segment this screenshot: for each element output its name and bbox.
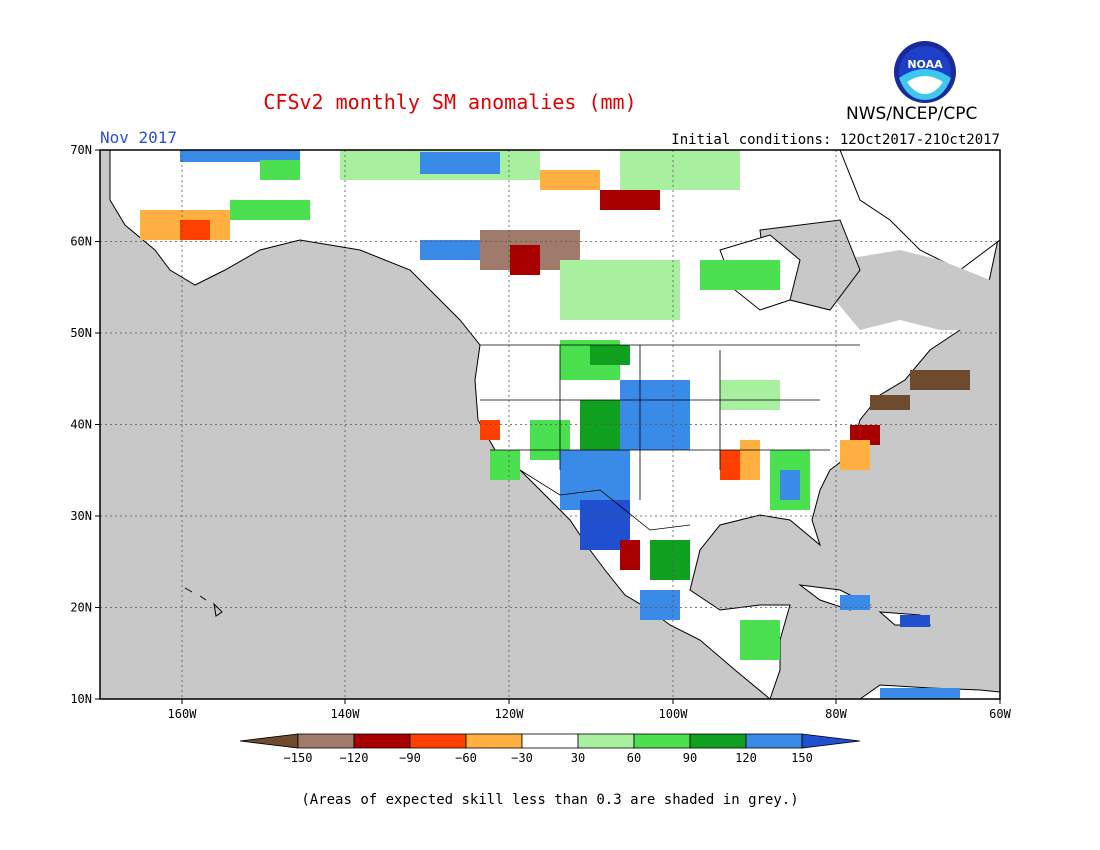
tick-marks — [95, 149, 1001, 704]
map-land-layer — [100, 150, 1000, 699]
lon-label-160w: 160W — [168, 707, 198, 721]
colorbar-segment — [633, 733, 691, 749]
colorbar-tick-label: −120 — [340, 751, 369, 765]
colorbar-tick-label: −30 — [511, 751, 533, 765]
logo-lettering: NOAA — [907, 58, 943, 71]
lat-label-30n: 30N — [70, 509, 92, 523]
colorbar-segment — [297, 733, 355, 749]
map-title: CFSv2 monthly SM anomalies (mm) — [263, 90, 637, 114]
colorbar-tick-label: 30 — [571, 751, 585, 765]
skill-note: (Areas of expected skill less than 0.3 a… — [301, 792, 799, 808]
colorbar-segment — [465, 733, 523, 749]
lat-labels: 70N 60N 50N 40N 30N 20N 10N — [70, 143, 92, 706]
colorbar-arrow-high — [801, 733, 861, 749]
initial-conditions: Initial conditions: 12Oct2017-21Oct2017 — [671, 132, 1000, 148]
lon-label-60w: 60W — [989, 707, 1011, 721]
lon-label-100w: 100W — [659, 707, 689, 721]
colorbar-tick-label: −90 — [399, 751, 421, 765]
lon-label-120w: 120W — [495, 707, 525, 721]
graticule — [100, 150, 1000, 699]
grey-patch-labrador — [835, 250, 1000, 330]
lat-label-20n: 20N — [70, 601, 92, 615]
colorbar-tick-label: 150 — [791, 751, 813, 765]
lat-label-60n: 60N — [70, 235, 92, 249]
anomaly-cells — [140, 150, 970, 699]
agency-label: NWS/NCEP/CPC — [846, 104, 978, 124]
colorbar-segment — [521, 733, 579, 749]
noaa-logo: NOAA — [894, 41, 956, 103]
colorbar-segment — [409, 733, 467, 749]
political-borders — [480, 344, 860, 531]
colorbar-tick-label: 60 — [627, 751, 641, 765]
lat-label-50n: 50N — [70, 326, 92, 340]
lon-labels: 160W 140W 120W 100W 80W 60W — [168, 707, 1012, 721]
colorbar-tick-label: −60 — [455, 751, 477, 765]
lat-label-40n: 40N — [70, 418, 92, 432]
colorbar-tick-label: −150 — [284, 751, 313, 765]
colorbar-tick-label: 120 — [735, 751, 757, 765]
colorbar-tick-label: 90 — [683, 751, 697, 765]
colorbar: −150 −120 −90 −60 −30 30 60 90 120 150 — [239, 733, 861, 765]
hawaii — [184, 587, 223, 617]
lat-label-70n: 70N — [70, 143, 92, 157]
colorbar-arrow-low — [239, 733, 299, 749]
colorbar-segment — [689, 733, 747, 749]
colorbar-segment — [353, 733, 411, 749]
lon-label-80w: 80W — [825, 707, 847, 721]
forecast-period: Nov 2017 — [100, 128, 178, 147]
lat-label-10n: 10N — [70, 692, 92, 706]
colorbar-segment — [745, 733, 803, 749]
lon-label-140w: 140W — [331, 707, 361, 721]
colorbar-segment — [577, 733, 635, 749]
